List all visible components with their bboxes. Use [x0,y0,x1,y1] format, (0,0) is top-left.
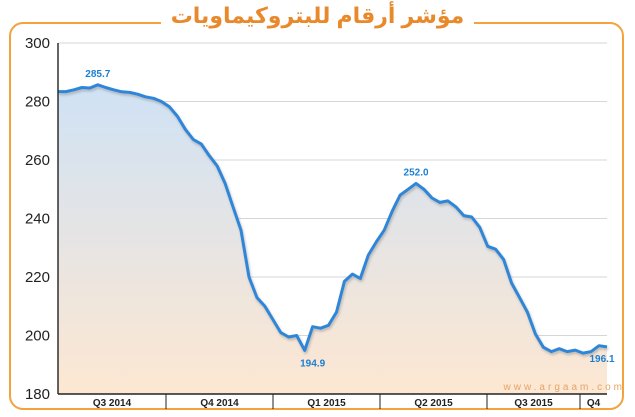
x-tick-label: Q2 2015 [414,398,453,409]
data-label: 285.7 [85,69,110,80]
y-tick-label: 300 [25,35,50,52]
data-label: 252.0 [404,167,429,178]
x-tick-label: Q3 2014 [93,398,132,409]
x-tick-label: Q3 2015 [514,398,553,409]
x-tick-label: Q4 [587,398,601,409]
y-tick-label: 260 [25,152,50,169]
x-tick-label: Q1 2015 [307,398,346,409]
series-area [58,84,607,395]
y-tick-label: 220 [25,269,50,286]
series-line [58,83,608,355]
x-tick-label: Q4 2014 [200,398,239,409]
y-tick-label: 280 [25,94,50,111]
data-label: 196.1 [589,354,614,365]
watermark-text: www.argaam.com [503,382,625,393]
y-tick-label: 180 [25,386,50,403]
y-tick-label: 240 [25,211,50,228]
y-tick-label: 200 [25,328,50,345]
data-label: 194.9 [300,358,325,369]
chart-title: مؤشر أرقام للبتروكيماويات [160,2,475,30]
title-wrap: مؤشر أرقام للبتروكيماويات [0,2,635,30]
